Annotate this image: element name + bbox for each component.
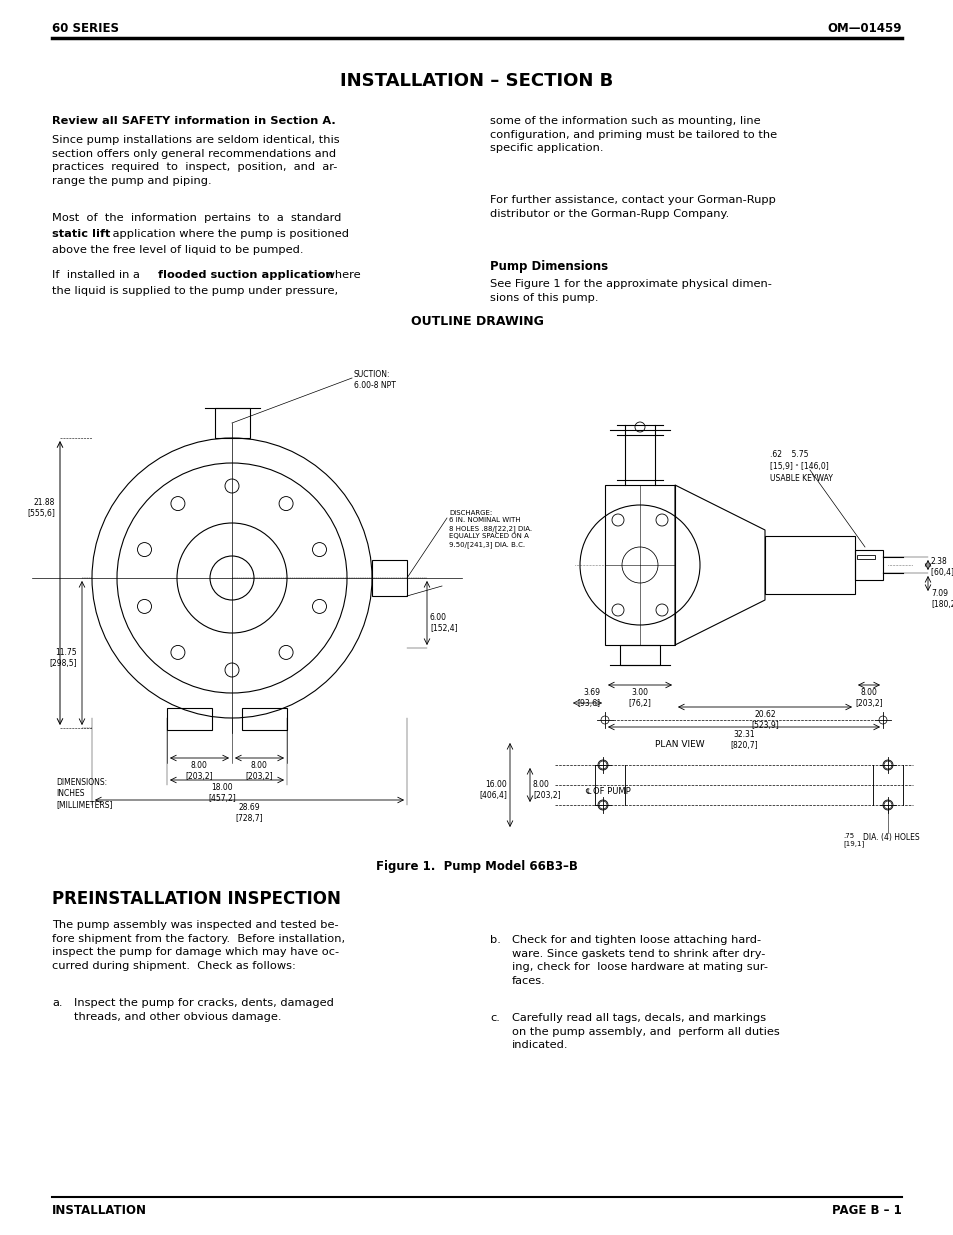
Text: Inspect the pump for cracks, dents, damaged
threads, and other obvious damage.: Inspect the pump for cracks, dents, dama… bbox=[74, 998, 334, 1021]
Text: static lift: static lift bbox=[52, 228, 111, 240]
Text: a.: a. bbox=[52, 998, 63, 1008]
Text: 11.75
[298,5]: 11.75 [298,5] bbox=[50, 648, 77, 668]
Text: 28.69
[728,7]: 28.69 [728,7] bbox=[235, 803, 262, 823]
Text: The pump assembly was inspected and tested be-
fore shipment from the factory.  : The pump assembly was inspected and test… bbox=[52, 920, 345, 971]
Text: Check for and tighten loose attaching hard-
ware. Since gaskets tend to shrink a: Check for and tighten loose attaching ha… bbox=[512, 935, 767, 986]
Bar bbox=[372, 559, 407, 597]
Text: .75
[19,1]: .75 [19,1] bbox=[842, 832, 863, 847]
Text: INSTALLATION: INSTALLATION bbox=[52, 1204, 147, 1216]
Text: where: where bbox=[322, 270, 360, 280]
Text: Carefully read all tags, decals, and markings
on the pump assembly, and  perform: Carefully read all tags, decals, and mar… bbox=[512, 1013, 779, 1050]
Text: If  installed in a: If installed in a bbox=[52, 270, 143, 280]
Bar bbox=[167, 708, 212, 730]
Text: INSTALLATION – SECTION B: INSTALLATION – SECTION B bbox=[340, 72, 613, 90]
Text: .62    5.75: .62 5.75 bbox=[769, 450, 807, 459]
Text: For further assistance, contact your Gorman-Rupp
distributor or the Gorman-Rupp : For further assistance, contact your Gor… bbox=[490, 195, 775, 219]
Text: 20.62
[523,9]: 20.62 [523,9] bbox=[750, 710, 778, 730]
Text: DIA. (4) HOLES: DIA. (4) HOLES bbox=[862, 832, 919, 842]
Bar bbox=[214, 408, 250, 438]
Text: PREINSTALLATION INSPECTION: PREINSTALLATION INSPECTION bbox=[52, 890, 340, 908]
Text: 3.69
[93,6]: 3.69 [93,6] bbox=[577, 688, 599, 708]
Text: DIMENSIONS:
INCHES
[MILLIMETERS]: DIMENSIONS: INCHES [MILLIMETERS] bbox=[56, 778, 112, 809]
Text: c.: c. bbox=[490, 1013, 499, 1023]
Text: 6.00
[152,4]: 6.00 [152,4] bbox=[430, 613, 457, 634]
Text: 8.00
[203,2]: 8.00 [203,2] bbox=[533, 781, 560, 800]
Bar bbox=[619, 645, 659, 664]
Text: USABLE KEYWAY: USABLE KEYWAY bbox=[769, 474, 832, 483]
Text: Pump Dimensions: Pump Dimensions bbox=[490, 261, 607, 273]
Text: 18.00
[457,2]: 18.00 [457,2] bbox=[208, 783, 235, 803]
Text: the liquid is supplied to the pump under pressure,: the liquid is supplied to the pump under… bbox=[52, 287, 337, 296]
Text: application where the pump is positioned: application where the pump is positioned bbox=[109, 228, 349, 240]
Text: 2.38
[60,4] DIA.: 2.38 [60,4] DIA. bbox=[930, 557, 953, 577]
Bar bbox=[604, 485, 675, 645]
Text: [15,9] ˣ [146,0]: [15,9] ˣ [146,0] bbox=[769, 462, 828, 471]
Text: ℄ OF PUMP: ℄ OF PUMP bbox=[584, 787, 630, 797]
Text: 7.09
[180,2]: 7.09 [180,2] bbox=[930, 589, 953, 609]
Text: 21.88
[555,6]: 21.88 [555,6] bbox=[27, 498, 55, 517]
Bar bbox=[764, 536, 854, 594]
Text: Review all SAFETY information in Section A.: Review all SAFETY information in Section… bbox=[52, 116, 335, 126]
Text: 8.00
[203,2]: 8.00 [203,2] bbox=[245, 761, 273, 781]
Text: Since pump installations are seldom identical, this
section offers only general : Since pump installations are seldom iden… bbox=[52, 135, 339, 185]
Text: 16.00
[406,4]: 16.00 [406,4] bbox=[478, 781, 506, 800]
Text: OUTLINE DRAWING: OUTLINE DRAWING bbox=[410, 315, 543, 329]
Bar bbox=[242, 708, 287, 730]
Bar bbox=[854, 550, 882, 580]
Text: 8.00
[203,2]: 8.00 [203,2] bbox=[185, 761, 213, 781]
Text: OM—01459: OM—01459 bbox=[826, 22, 901, 35]
Text: flooded suction application: flooded suction application bbox=[158, 270, 334, 280]
Text: PAGE B – 1: PAGE B – 1 bbox=[831, 1204, 901, 1216]
Text: b.: b. bbox=[490, 935, 500, 945]
Text: some of the information such as mounting, line
configuration, and priming must b: some of the information such as mounting… bbox=[490, 116, 777, 153]
Text: See Figure 1 for the approximate physical dimen-
sions of this pump.: See Figure 1 for the approximate physica… bbox=[490, 279, 771, 303]
Text: above the free level of liquid to be pumped.: above the free level of liquid to be pum… bbox=[52, 245, 303, 254]
Text: Most  of  the  information  pertains  to  a  standard: Most of the information pertains to a st… bbox=[52, 212, 341, 224]
Text: PLAN VIEW: PLAN VIEW bbox=[655, 740, 704, 748]
Text: SUCTION:
6.00-8 NPT: SUCTION: 6.00-8 NPT bbox=[354, 370, 395, 390]
Text: Figure 1.  Pump Model 66B3–B: Figure 1. Pump Model 66B3–B bbox=[375, 860, 578, 873]
Text: DISCHARGE:
6 IN. NOMINAL WITH
8 HOLES .88/[22,2] DIA.
EQUALLY SPACED ON A
9.50/[: DISCHARGE: 6 IN. NOMINAL WITH 8 HOLES .8… bbox=[449, 510, 532, 547]
Bar bbox=[856, 555, 874, 559]
Text: 60 SERIES: 60 SERIES bbox=[52, 22, 119, 35]
Text: 32.31
[820,7]: 32.31 [820,7] bbox=[729, 730, 757, 750]
Text: 3.00
[76,2]: 3.00 [76,2] bbox=[628, 688, 651, 708]
Text: 8.00
[203,2]: 8.00 [203,2] bbox=[854, 688, 882, 708]
